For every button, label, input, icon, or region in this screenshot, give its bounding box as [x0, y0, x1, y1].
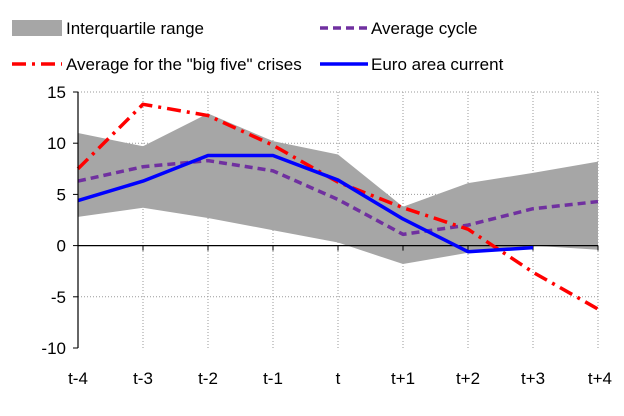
- x-tick-label: t-4: [68, 369, 88, 388]
- series-layer: [76, 102, 599, 311]
- legend-label-euro-area: Euro area current: [371, 55, 504, 74]
- x-tick-label: t-2: [198, 369, 218, 388]
- legend-item-euro-area: Euro area current: [320, 55, 504, 74]
- x-tick-label: t+2: [456, 369, 480, 388]
- y-tick-label: -10: [41, 339, 66, 358]
- legend-item-big-five: Average for the "big five" crises: [12, 55, 302, 74]
- x-tick-labels: t-4 t-3 t-2 t-1 t t+1 t+2 t+3 t+4: [68, 369, 612, 388]
- y-tick-label: 15: [47, 83, 66, 102]
- legend-label-band: Interquartile range: [66, 19, 204, 38]
- band-layer: [78, 113, 598, 265]
- axes: [73, 91, 79, 349]
- x-tick-label: t-1: [263, 369, 283, 388]
- zero-axis-layer: [78, 245, 599, 251]
- legend: Interquartile range Average cycle Averag…: [12, 19, 504, 74]
- x-tick-label: t: [336, 369, 341, 388]
- y-tick-label: 10: [47, 134, 66, 153]
- legend-label-average-cycle: Average cycle: [371, 19, 477, 38]
- y-tick-label: -5: [51, 288, 66, 307]
- x-tick-label: t+3: [521, 369, 545, 388]
- y-tick-labels: 15 10 5 0 -5 -10: [41, 83, 66, 358]
- y-tick-label: 0: [57, 237, 66, 256]
- legend-swatch-band: [12, 20, 62, 36]
- x-tick-label: t+1: [391, 369, 415, 388]
- x-tick-label: t-3: [133, 369, 153, 388]
- legend-item-average-cycle: Average cycle: [320, 19, 477, 38]
- series-line-1: [76, 102, 599, 311]
- plot-area: 15 10 5 0 -5 -10 t-4 t-3 t-2 t-1 t t+1 t+2 t+3 t+4: [41, 83, 612, 388]
- legend-label-big-five: Average for the "big five" crises: [66, 55, 302, 74]
- y-tick-label: 5: [57, 185, 66, 204]
- interquartile-band: [78, 113, 598, 265]
- x-tick-label: t+4: [588, 369, 612, 388]
- series-line-2: [77, 153, 534, 254]
- legend-item-interquartile-range: Interquartile range: [12, 19, 204, 38]
